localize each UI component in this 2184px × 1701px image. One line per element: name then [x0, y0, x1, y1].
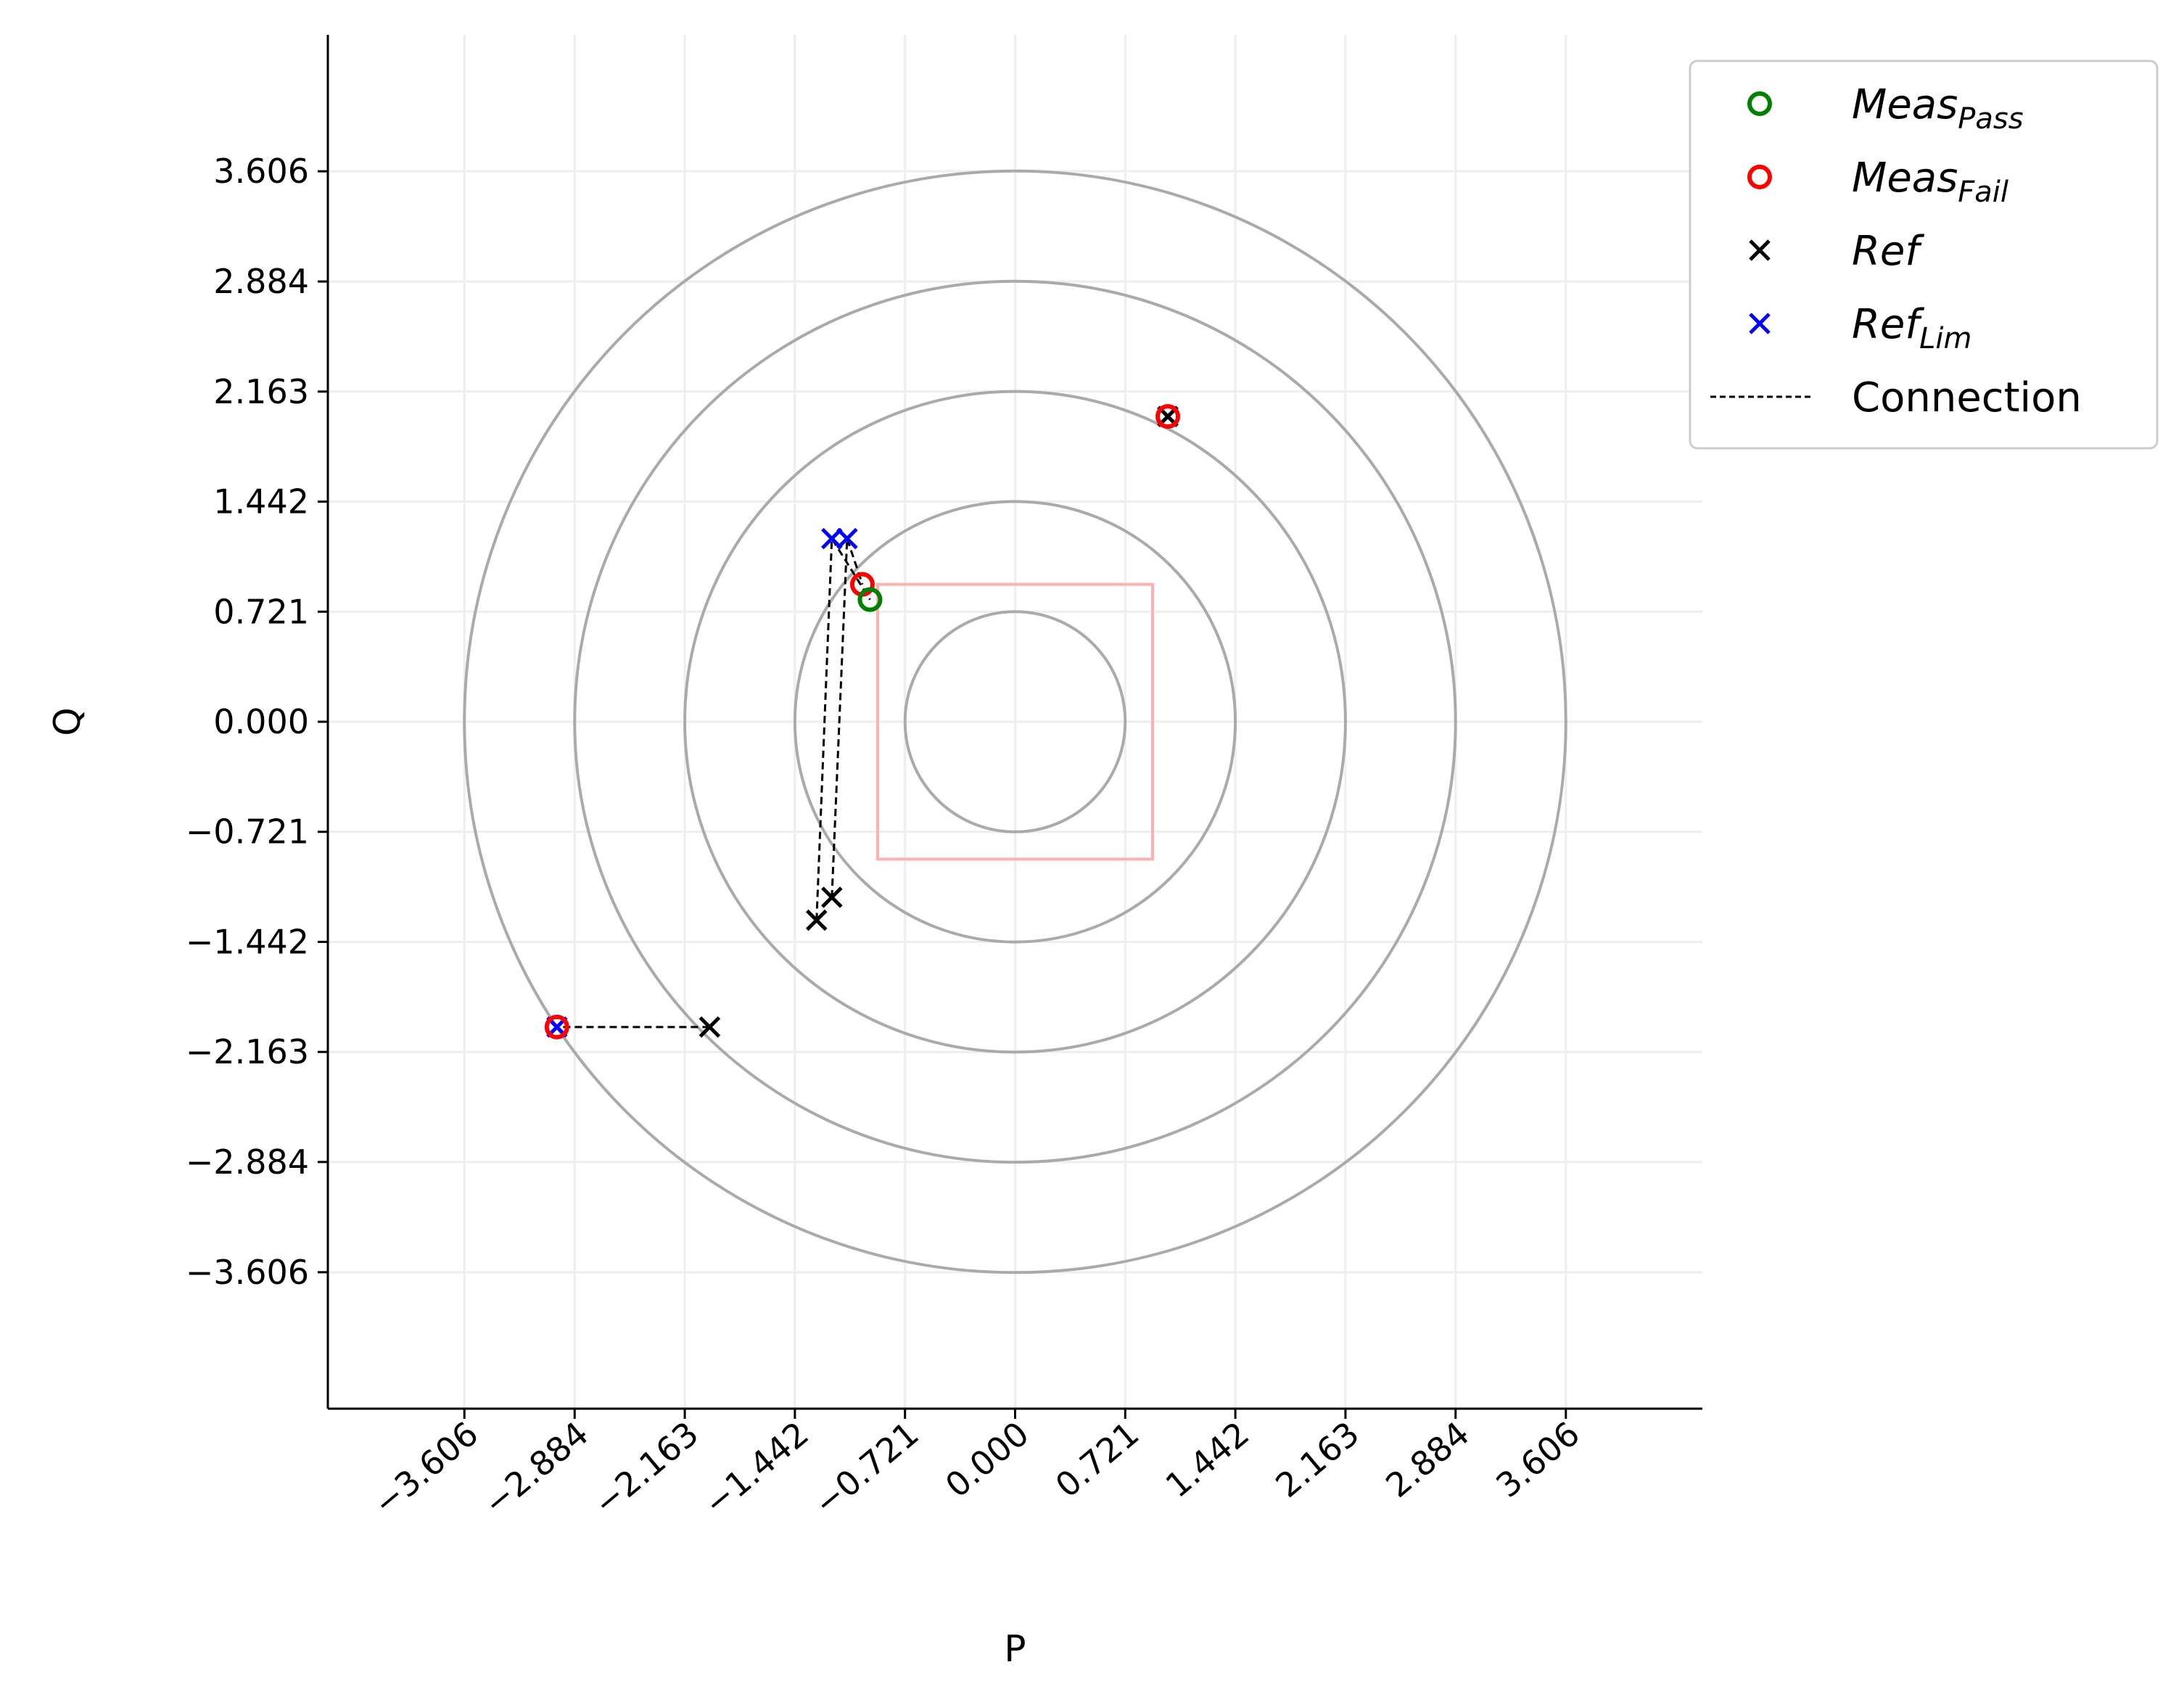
meas-fail-marker [1155, 404, 1181, 429]
x-tick-label: −1.442 [696, 1414, 816, 1523]
radius-circle [683, 390, 1347, 1054]
y-tick-label: 1.442 [213, 482, 309, 522]
x-tick-label: −2.884 [476, 1414, 596, 1523]
x-tick-label: −0.721 [807, 1414, 926, 1523]
y-tick-label: 0.721 [213, 592, 309, 631]
legend-label: Ref [1852, 228, 1924, 275]
y-tick-label: −0.721 [186, 812, 309, 852]
ref-lim-marker [836, 527, 858, 550]
y-axis-label: Q [46, 707, 88, 736]
x-tick-label: 0.721 [1048, 1414, 1147, 1505]
legend-label: Connection [1852, 374, 2082, 421]
radius-circles [463, 169, 1567, 1274]
grid [328, 35, 1702, 1409]
ref-point-marker [821, 886, 843, 908]
legend-box [1689, 59, 2159, 450]
ref-point-marker [699, 1016, 721, 1038]
radius-circle [463, 169, 1567, 1274]
connection-line [831, 538, 864, 898]
limit-rectangle [876, 582, 1154, 861]
ref-point-marker [806, 909, 828, 931]
x-tick-label: 2.163 [1268, 1414, 1367, 1505]
meas-pass-marker [857, 587, 883, 612]
legend-marker [1747, 165, 1772, 189]
limit-box [876, 582, 1154, 861]
x-axis-label: P [1004, 1628, 1026, 1670]
legend-marker [1747, 91, 1772, 116]
y-tick-label: −2.163 [186, 1032, 309, 1071]
y-tick-label: 0.000 [213, 702, 309, 741]
legend-marker [1749, 313, 1771, 334]
x-tick-label: 2.884 [1378, 1414, 1477, 1505]
x-tick-label: 1.442 [1158, 1414, 1257, 1505]
meas-fail-marker [544, 1014, 569, 1039]
y-tick-label: 2.884 [213, 262, 309, 301]
axes: −3.606−2.884−2.163−1.442−0.721 0.000 0.721… [186, 35, 1702, 1523]
legend-marker [1749, 239, 1771, 261]
ref-lim-marker [821, 527, 843, 550]
data-points [544, 404, 1181, 1039]
x-tick-label: 0.000 [938, 1414, 1037, 1505]
x-tick-label: −3.606 [366, 1414, 485, 1523]
radius-circle [573, 279, 1457, 1164]
radius-circle [903, 610, 1127, 833]
radius-circle [793, 500, 1237, 944]
connections [556, 535, 871, 1029]
y-tick-label: −3.606 [186, 1253, 309, 1292]
x-tick-label: −2.163 [586, 1414, 706, 1523]
connection-line [815, 535, 871, 920]
x-tick-label: 3.606 [1488, 1414, 1587, 1505]
y-tick-label: −2.884 [186, 1142, 309, 1182]
y-tick-label: 2.163 [213, 372, 309, 411]
y-tick-label: −1.442 [186, 922, 309, 961]
y-tick-label: 3.606 [213, 152, 309, 191]
